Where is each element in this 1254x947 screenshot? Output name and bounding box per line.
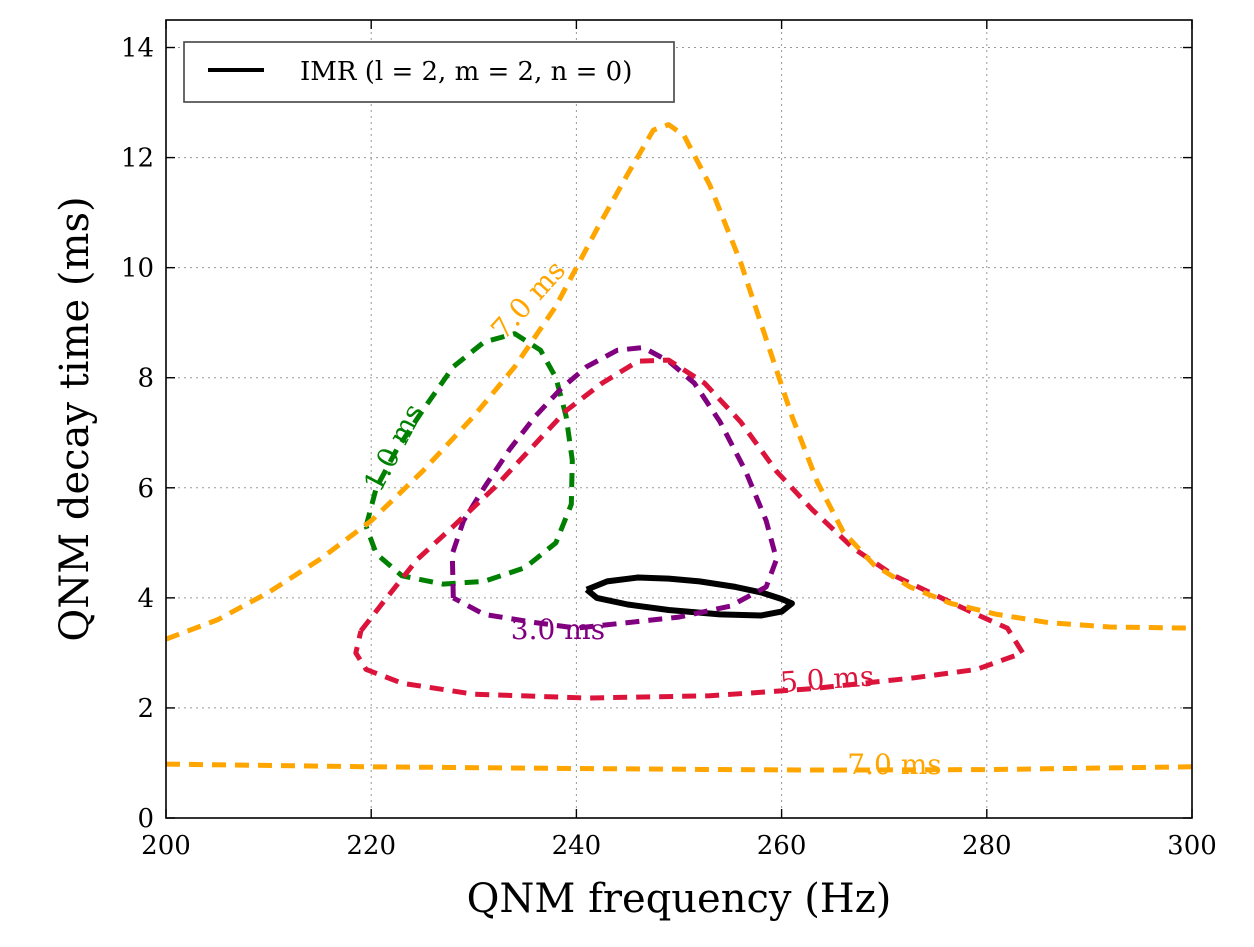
series-group bbox=[165, 122, 1193, 773]
y-tick-label: 4 bbox=[137, 584, 154, 614]
contour-label-4: 7.0 ms bbox=[847, 748, 941, 781]
series-line-7-0-ms-5 bbox=[165, 761, 1193, 773]
grid bbox=[165, 20, 1193, 819]
series-line-3-0-ms-2 bbox=[449, 345, 779, 631]
legend-label-imr: IMR (l = 2, m = 2, n = 0) bbox=[300, 57, 632, 87]
y-axis-title: QNM decay time (ms) bbox=[52, 196, 98, 641]
x-tick-label: 280 bbox=[962, 831, 1012, 861]
x-axis-title: QNM frequency (Hz) bbox=[467, 876, 892, 922]
y-tick-label: 6 bbox=[137, 474, 154, 504]
y-tick-label: 14 bbox=[121, 34, 154, 64]
series-line-imr-l-2-m-2-n-0-0 bbox=[584, 574, 795, 619]
x-tick-label: 300 bbox=[1167, 831, 1217, 861]
x-tick-label: 220 bbox=[346, 831, 396, 861]
series-line-7-0-ms-4 bbox=[165, 122, 1193, 642]
x-tick-label: 260 bbox=[757, 831, 807, 861]
legend: IMR (l = 2, m = 2, n = 0) bbox=[183, 41, 675, 103]
y-tick-label: 10 bbox=[121, 254, 154, 284]
y-tick-label: 8 bbox=[137, 364, 154, 394]
plot-frame bbox=[165, 19, 1193, 819]
series-line-5-0-ms-3 bbox=[353, 357, 1026, 701]
y-tick-label: 12 bbox=[121, 144, 154, 174]
contour-label-1: 3.0 ms bbox=[511, 613, 605, 646]
legend-box bbox=[183, 41, 675, 103]
x-tick-label: 200 bbox=[141, 831, 191, 861]
contour-label-0: 1.0 ms bbox=[357, 398, 430, 497]
x-tick-label: 240 bbox=[552, 831, 602, 861]
annotation-group: 1.0 ms3.0 ms5.0 ms7.0 ms7.0 ms bbox=[357, 254, 942, 781]
contour-label-2: 5.0 ms bbox=[779, 659, 875, 699]
y-tick-label: 0 bbox=[137, 804, 154, 834]
tick-group: 200 220 240 260 280 300 0 2 4 6 8 10 12 14 bbox=[121, 20, 1217, 861]
y-tick-label: 2 bbox=[137, 694, 154, 724]
series-line-1-0-ms-1 bbox=[363, 331, 575, 587]
